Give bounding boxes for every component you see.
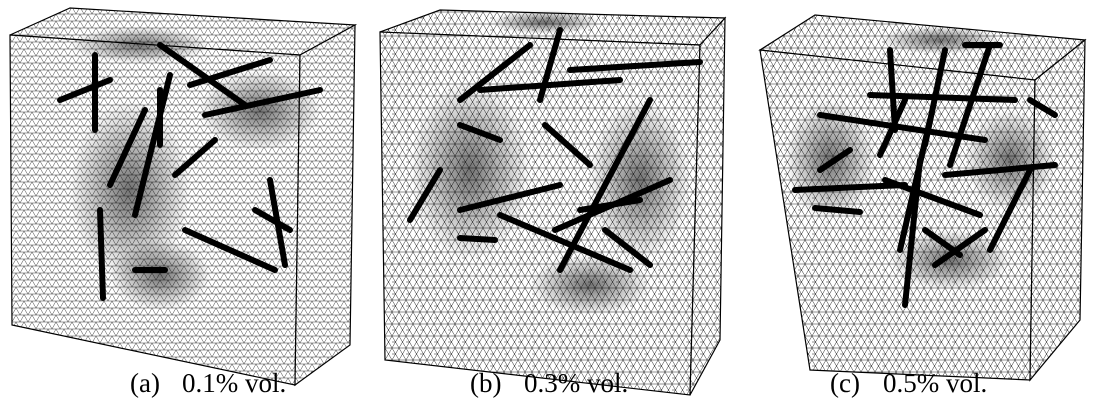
panel-label: (c) (830, 368, 860, 398)
cube-face (295, 25, 355, 385)
panel-caption: 0.5% vol. (883, 368, 987, 398)
panel-caption: 0.1% vol. (182, 368, 286, 398)
density-shade (490, 10, 600, 34)
density-shade (410, 80, 530, 260)
cube-a (10, 8, 355, 385)
panel-caption: 0.3% vol. (524, 368, 628, 398)
density-shade (70, 27, 210, 63)
cube-face (1030, 40, 1085, 380)
density-shade (530, 255, 650, 315)
cube-c (760, 15, 1085, 380)
cube-b (380, 10, 725, 395)
density-shade (880, 26, 1000, 54)
density-shade (965, 110, 1055, 210)
panel-label: (a) (130, 368, 160, 398)
figure: (a) 0.1% vol. (b) 0.3% vol. (c) 0.5% vol… (0, 0, 1099, 405)
panel-label: (b) (470, 368, 501, 398)
density-shade (110, 240, 210, 310)
